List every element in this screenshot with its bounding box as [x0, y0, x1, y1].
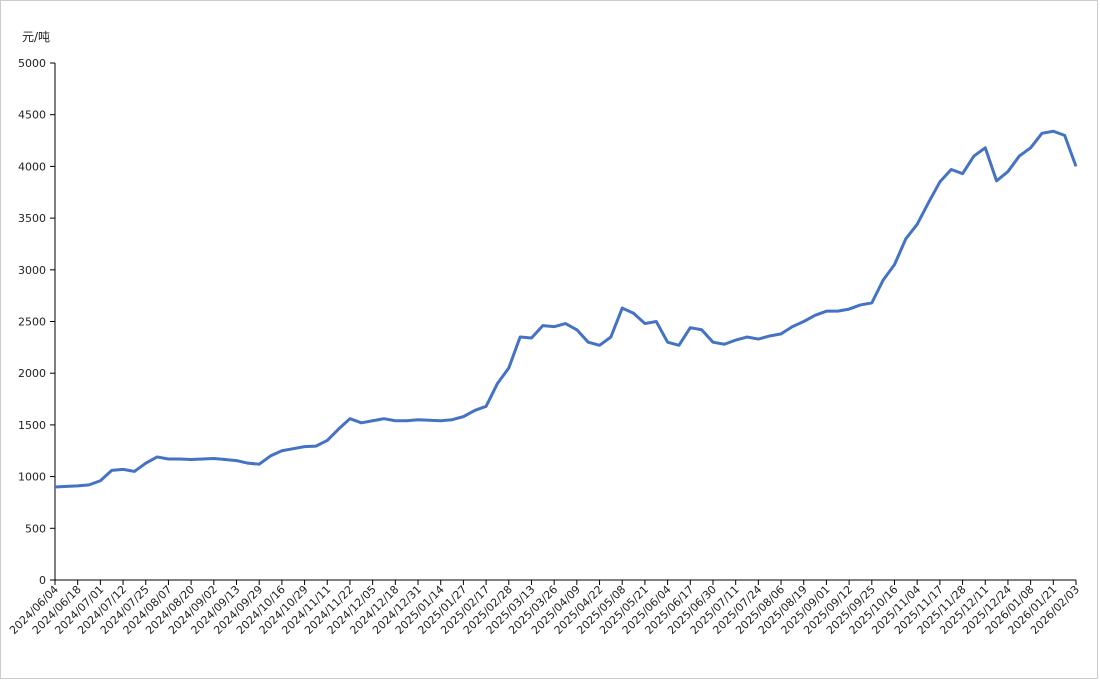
- y-tick-label: 2500: [18, 316, 46, 329]
- y-tick-label: 3500: [18, 212, 46, 225]
- y-tick-label: 1500: [18, 419, 46, 432]
- y-tick-label: 4500: [18, 109, 46, 122]
- y-tick-label: 1000: [18, 471, 46, 484]
- y-tick-label: 3000: [18, 264, 46, 277]
- y-axis-unit: 元/吨: [22, 30, 50, 44]
- y-tick-label: 2000: [18, 367, 46, 380]
- y-tick-label: 5000: [18, 57, 46, 70]
- y-tick-label: 4000: [18, 160, 46, 173]
- y-tick-label: 0: [39, 574, 46, 587]
- series-line: [54, 129, 1078, 489]
- y-tick-label: 500: [25, 522, 46, 535]
